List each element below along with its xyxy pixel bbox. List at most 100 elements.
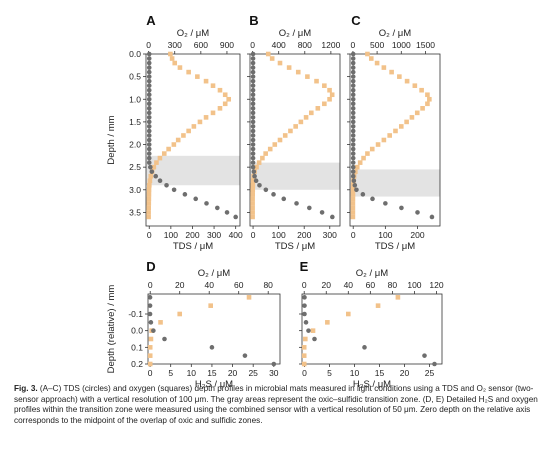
- plot-frame-e: [301, 293, 443, 365]
- o2-point-b: [250, 214, 255, 220]
- tds-point-c: [352, 182, 358, 188]
- y-tick-label-a: 2.0: [129, 140, 141, 150]
- o2-point-c: [374, 60, 380, 66]
- tds-point-b: [250, 106, 256, 111]
- o2-point-c: [389, 69, 394, 75]
- o2-point-b: [305, 74, 310, 79]
- o2-point-e: [301, 361, 307, 367]
- tds-point-a: [146, 60, 152, 66]
- top-axis-label-e: O₂ / μM: [356, 268, 388, 279]
- o2-point-c: [381, 65, 387, 70]
- o2-point-c: [425, 92, 430, 98]
- panel-letter-d: D: [146, 259, 155, 274]
- h2s-point-e: [312, 336, 317, 342]
- y-tick-label-a: 3.5: [129, 207, 141, 217]
- bottom-tick-label-e: 15: [375, 368, 385, 378]
- tds-point-a: [146, 65, 152, 70]
- bottom-tick-label-e: 5: [327, 368, 332, 378]
- o2-point-a: [147, 178, 153, 184]
- tds-point-b: [307, 205, 312, 211]
- o2-point-c: [350, 187, 356, 193]
- tds-point-c: [360, 192, 366, 197]
- o2-point-a: [146, 192, 152, 197]
- o2-point-e: [375, 303, 381, 308]
- tds-point-b: [250, 87, 256, 93]
- top-tick-label-e: 120: [429, 280, 443, 290]
- tds-point-b: [271, 192, 276, 197]
- y-tick-label-a: 2.5: [129, 162, 141, 172]
- o2-point-a: [146, 214, 151, 220]
- bottom-tick-label-e: 0: [302, 368, 307, 378]
- top-tick-label-d: 60: [234, 280, 244, 290]
- tds-point-a: [215, 205, 220, 211]
- o2-point-a: [175, 137, 181, 143]
- tds-point-b: [281, 196, 287, 202]
- y-tick-label-a: 0.5: [129, 72, 141, 82]
- tds-point-b: [250, 56, 256, 61]
- tds-point-c: [350, 124, 356, 129]
- tds-point-c: [350, 51, 356, 57]
- top-tick-label-e: 80: [388, 280, 398, 290]
- o2-point-d: [158, 320, 163, 325]
- o2-point-a: [186, 128, 191, 134]
- tds-point-c: [350, 128, 356, 134]
- tds-point-a: [146, 69, 152, 75]
- tds-point-b: [250, 92, 256, 98]
- tds-point-b: [250, 74, 256, 79]
- tds-point-c: [354, 187, 359, 193]
- bottom-tick-label-e: 20: [400, 368, 410, 378]
- tds-point-b: [250, 133, 256, 138]
- bottom-tick-label-d: 15: [207, 368, 217, 378]
- tds-point-b: [250, 124, 256, 129]
- plot-frame-d: [147, 293, 281, 365]
- plot-frame-b: [249, 53, 341, 227]
- o2-point-c: [350, 210, 356, 215]
- o2-point-a: [217, 106, 223, 111]
- o2-point-c: [350, 214, 356, 220]
- tds-point-a: [146, 92, 152, 98]
- o2-point-c: [350, 196, 356, 202]
- o2-point-c: [398, 124, 404, 129]
- tds-point-c: [350, 78, 356, 84]
- bottom-tick-label-a: 300: [207, 230, 221, 240]
- o2-point-b: [282, 133, 288, 138]
- tds-point-c: [350, 60, 356, 66]
- o2-point-a: [161, 151, 167, 156]
- h2s-point-e: [306, 328, 311, 333]
- h2s-point-d: [151, 328, 156, 333]
- top-tick-label-b: 800: [298, 40, 312, 50]
- h2s-point-d: [147, 303, 153, 308]
- o2-point-b: [250, 205, 255, 211]
- plot-frame-a: [145, 53, 241, 227]
- bottom-axis-label-c: TDS / μM: [375, 241, 415, 252]
- bottom-tick-label-d: 0: [148, 368, 153, 378]
- tds-point-a: [146, 96, 152, 102]
- tds-point-c: [350, 83, 356, 88]
- tds-point-b: [250, 160, 256, 165]
- o2-point-b: [254, 164, 259, 170]
- bottom-tick-label-b: 300: [323, 230, 337, 240]
- tds-point-b: [250, 151, 256, 156]
- o2-point-a: [191, 124, 197, 129]
- tds-point-a: [146, 146, 152, 152]
- tds-point-c: [399, 205, 404, 211]
- o2-point-d: [246, 295, 252, 300]
- top-axis-label-c: O₂ / μM: [379, 28, 411, 39]
- panel-letter-a: A: [146, 13, 156, 28]
- o2-point-c: [412, 83, 418, 88]
- tds-point-a: [146, 133, 152, 138]
- tds-point-c: [350, 151, 356, 156]
- o2-point-a: [203, 78, 209, 84]
- o2-point-b: [250, 201, 255, 206]
- o2-point-a: [157, 155, 163, 161]
- o2-point-b: [315, 106, 321, 111]
- top-tick-label-b: 400: [272, 40, 286, 50]
- o2-point-b: [314, 78, 319, 84]
- tds-point-b: [250, 51, 256, 57]
- o2-point-e: [301, 345, 307, 350]
- o2-point-b: [298, 119, 304, 125]
- tds-point-a: [153, 173, 159, 179]
- tds-point-a: [146, 115, 152, 120]
- o2-point-b: [265, 51, 271, 57]
- tds-point-c: [350, 155, 356, 161]
